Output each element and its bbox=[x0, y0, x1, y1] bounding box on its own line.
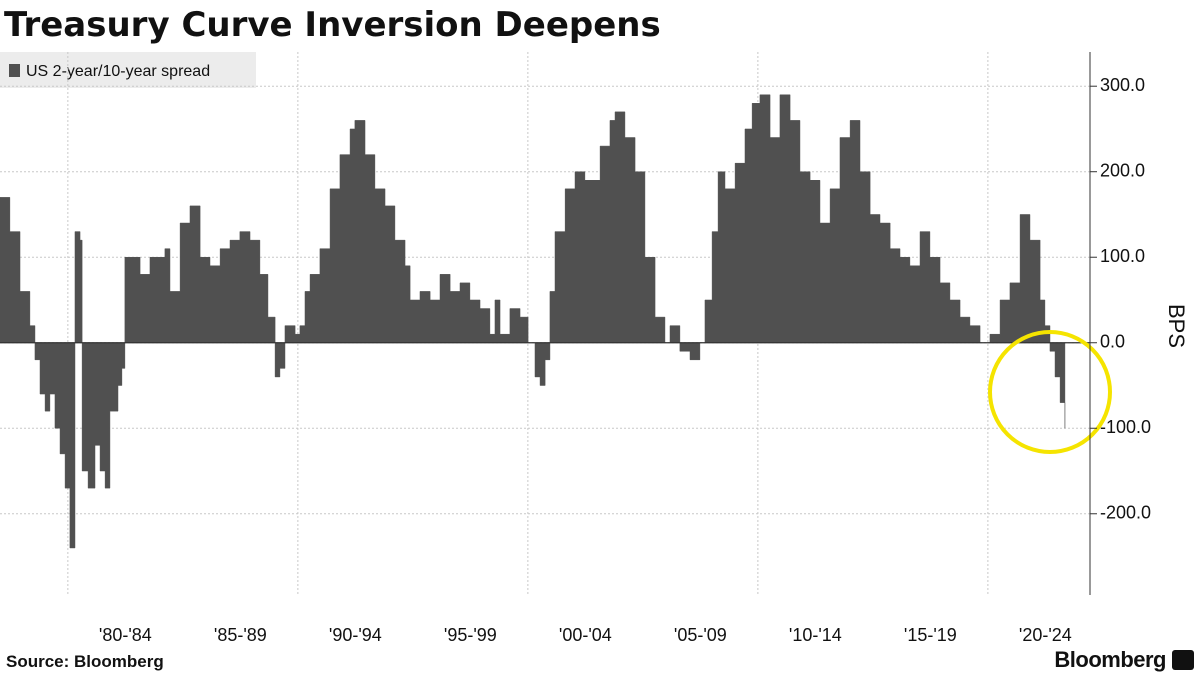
x-tick-label: '05-'09 bbox=[674, 625, 727, 645]
y-axis-label: BPS bbox=[1164, 304, 1189, 348]
y-tick-label: 0.0 bbox=[1100, 331, 1125, 351]
x-tick-label: '80-'84 bbox=[99, 625, 152, 645]
legend-swatch bbox=[9, 64, 20, 77]
x-tick-label: '15-'19 bbox=[904, 625, 957, 645]
chart-title: Treasury Curve Inversion Deepens bbox=[4, 5, 661, 45]
x-tick-label: '20-'24 bbox=[1019, 625, 1072, 645]
x-tick-label: '85-'89 bbox=[214, 625, 267, 645]
y-tick-label: -200.0 bbox=[1100, 503, 1151, 523]
x-tick-label: '90-'94 bbox=[329, 625, 382, 645]
brand-icon bbox=[1172, 650, 1194, 670]
brand-logo: Bloomberg bbox=[1054, 647, 1166, 672]
y-tick-label: -100.0 bbox=[1100, 417, 1151, 437]
x-tick-label: '00-'04 bbox=[559, 625, 612, 645]
source: Source: Bloomberg bbox=[6, 652, 164, 671]
x-tick-label: '95-'99 bbox=[444, 625, 497, 645]
x-tick-label: '10-'14 bbox=[789, 625, 842, 645]
y-tick-label: 300.0 bbox=[1100, 75, 1145, 95]
legend-label: US 2-year/10-year spread bbox=[26, 63, 210, 80]
y-tick-label: 100.0 bbox=[1100, 246, 1145, 266]
highlight-circle bbox=[988, 330, 1112, 454]
area bbox=[0, 94, 1066, 549]
y-tick-label: 200.0 bbox=[1100, 160, 1145, 180]
legend-box bbox=[0, 52, 256, 88]
